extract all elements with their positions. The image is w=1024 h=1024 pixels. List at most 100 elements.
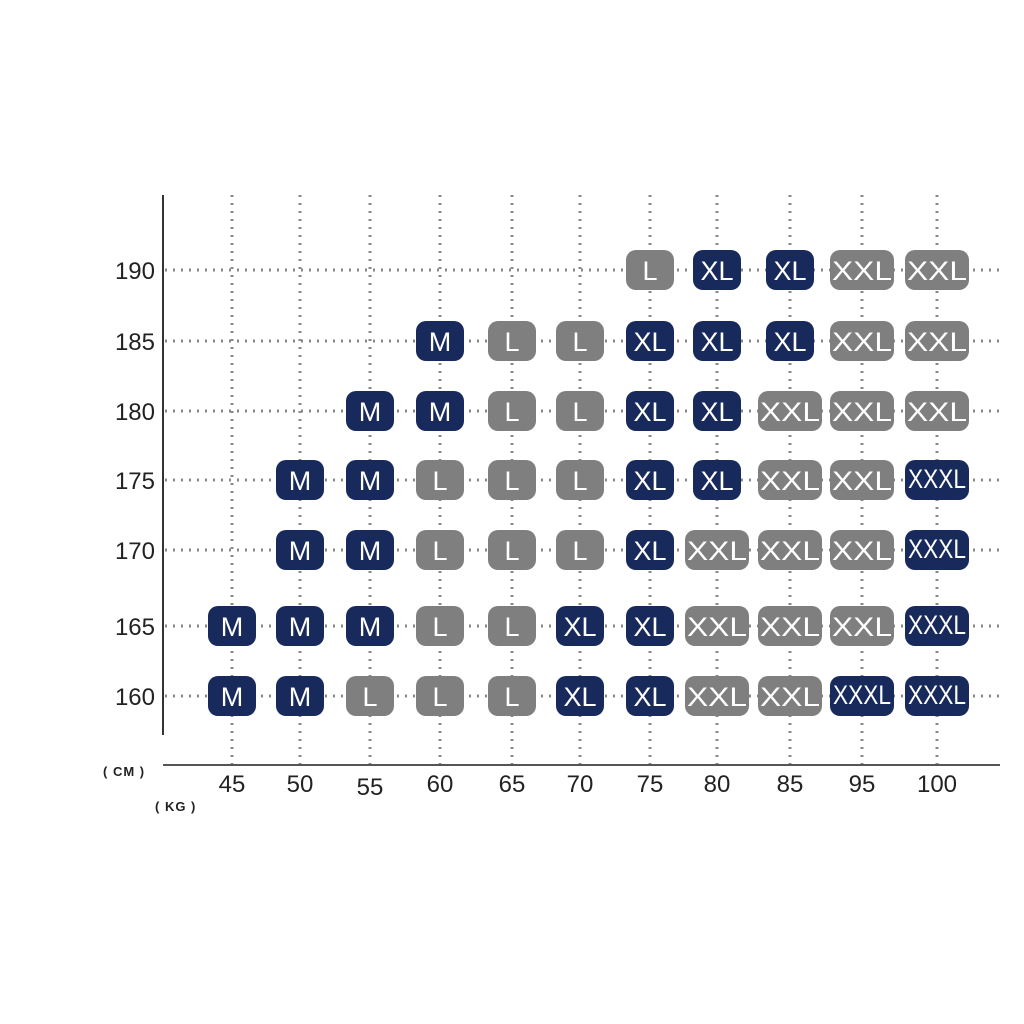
size-badge-xl: XL	[556, 606, 604, 646]
badge-background	[758, 530, 822, 570]
size-badge-xxxl: XXXL	[830, 676, 894, 716]
badge-label: L	[432, 536, 447, 566]
badge-background	[626, 606, 674, 646]
size-badge-l: L	[416, 530, 464, 570]
size-badge-l: L	[488, 676, 536, 716]
size-badge-xxl: XXL	[905, 250, 969, 290]
size-badge-m: M	[416, 321, 464, 361]
size-badge-xxl: XXL	[758, 606, 822, 646]
badge-background	[693, 391, 741, 431]
badge-label: L	[504, 327, 519, 357]
size-badge-xxl: XXL	[830, 321, 894, 361]
badge-background	[758, 676, 822, 716]
badge-label: L	[572, 397, 587, 427]
x-tick-label: 50	[287, 771, 314, 798]
badge-label: M	[289, 612, 312, 642]
size-badge-l: L	[556, 391, 604, 431]
badge-background	[346, 460, 394, 500]
badge-label: L	[432, 612, 447, 642]
size-badge-xl: XL	[626, 530, 674, 570]
badge-label: XXXL	[908, 680, 966, 710]
size-badge-xxl: XXL	[685, 676, 749, 716]
badge-label: M	[429, 327, 452, 357]
badge-background	[416, 460, 464, 500]
badge-label: M	[359, 397, 382, 427]
badge-background	[488, 530, 536, 570]
size-badge-xxl: XXL	[830, 530, 894, 570]
badge-label: L	[504, 682, 519, 712]
size-badge-l: L	[488, 606, 536, 646]
size-badge-xxl: XXL	[830, 460, 894, 500]
badge-background	[488, 321, 536, 361]
badge-background	[416, 676, 464, 716]
badge-background	[346, 530, 394, 570]
badge-background	[830, 321, 894, 361]
badge-background	[685, 530, 749, 570]
y-tick-label: 185	[115, 329, 155, 356]
badge-label: XL	[633, 466, 666, 496]
badge-background	[758, 606, 822, 646]
x-tick-label: 45	[219, 771, 246, 798]
badge-label: XXL	[760, 682, 820, 712]
badge-label: M	[359, 466, 382, 496]
size-badge-l: L	[488, 321, 536, 361]
size-badge-l: L	[346, 676, 394, 716]
size-badge-m: M	[276, 460, 324, 500]
badge-background	[766, 321, 814, 361]
badge-label: M	[289, 466, 312, 496]
badge-background	[488, 460, 536, 500]
badge-label: XXXL	[908, 534, 966, 564]
badge-label: L	[432, 682, 447, 712]
size-badge-m: M	[346, 391, 394, 431]
badge-label: L	[504, 397, 519, 427]
badge-background	[556, 391, 604, 431]
badge-background	[693, 250, 741, 290]
badge-label: M	[429, 397, 452, 427]
size-badge-xxxl: XXXL	[905, 460, 969, 500]
x-tick-label: 100	[917, 771, 957, 798]
size-badge-m: M	[346, 460, 394, 500]
badge-background	[276, 460, 324, 500]
badge-label: XXL	[760, 466, 820, 496]
size-badge-xxl: XXL	[905, 321, 969, 361]
size-badges: L XL XL XXL XXL M L L XL XL XL XXL XXL M M L L XL XL XXL XXL…	[208, 250, 969, 716]
badge-label: XXL	[832, 612, 892, 642]
size-badge-xl: XL	[626, 391, 674, 431]
badge-background	[626, 391, 674, 431]
x-axis-unit: ( KG )	[155, 799, 196, 814]
badge-label: XL	[700, 256, 733, 286]
badge-label: XXL	[760, 612, 820, 642]
badge-label: XXL	[687, 612, 747, 642]
size-badge-m: M	[208, 676, 256, 716]
badge-label: L	[504, 612, 519, 642]
size-badge-xl: XL	[626, 606, 674, 646]
badge-label: XXL	[687, 682, 747, 712]
size-badge-xl: XL	[766, 250, 814, 290]
badge-background	[488, 606, 536, 646]
size-badge-xl: XL	[626, 460, 674, 500]
badge-background	[208, 606, 256, 646]
y-tick-label: 175	[115, 468, 155, 495]
x-tick-label: 80	[704, 771, 731, 798]
y-tick-label: 170	[115, 538, 155, 565]
badge-background	[346, 391, 394, 431]
x-tick-label: 70	[567, 771, 594, 798]
badge-background	[758, 391, 822, 431]
size-badge-l: L	[488, 530, 536, 570]
size-badge-l: L	[556, 530, 604, 570]
badge-background	[346, 606, 394, 646]
badge-label: XL	[700, 397, 733, 427]
size-badge-m: M	[276, 606, 324, 646]
size-badge-xxl: XXL	[685, 530, 749, 570]
badge-background	[830, 250, 894, 290]
badge-background	[905, 530, 969, 570]
badge-background	[416, 606, 464, 646]
size-badge-xl: XL	[693, 321, 741, 361]
badge-background	[626, 460, 674, 500]
x-tick-label: 55	[357, 774, 384, 801]
size-badge-m: M	[346, 606, 394, 646]
badge-label: L	[642, 256, 657, 286]
size-badge-m: M	[208, 606, 256, 646]
badge-label: XL	[633, 682, 666, 712]
badge-label: XL	[773, 256, 806, 286]
